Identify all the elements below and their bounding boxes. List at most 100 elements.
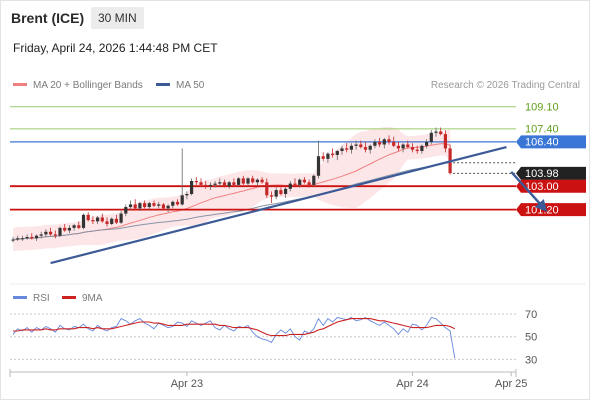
candle-body (392, 141, 396, 146)
credit-label: Research © 2026 Trading Central (430, 80, 580, 91)
candle (25, 234, 29, 240)
candle-body (410, 147, 415, 150)
candle (152, 200, 156, 208)
candle (396, 141, 400, 152)
candle-body (180, 195, 184, 205)
candle-body (321, 156, 325, 159)
candle-body (25, 237, 29, 239)
candle (448, 144, 452, 175)
candle-body (147, 203, 151, 208)
candle (105, 217, 109, 227)
candle (251, 175, 255, 184)
candle (410, 143, 415, 153)
candle-body (138, 203, 142, 209)
rsi-ma-line (13, 318, 456, 337)
legend-rsi-label: RSI (33, 293, 50, 304)
candle-body (345, 148, 349, 150)
candle-body (143, 203, 147, 208)
level-label-106-40: 106.40 (525, 137, 559, 149)
candle (114, 214, 118, 224)
candle (293, 178, 297, 187)
candle (30, 233, 34, 240)
legend-ma20: MA 20 + Bollinger Bands (13, 80, 143, 91)
candle (288, 180, 292, 192)
x-tick-label: Apr 25 (495, 378, 527, 390)
candle (128, 200, 133, 210)
legend-ma9-label: 9MA (82, 293, 103, 304)
candle (279, 187, 283, 196)
ma50-line (12, 162, 451, 241)
candle (143, 200, 147, 209)
candle (119, 210, 123, 224)
candle (110, 217, 114, 226)
candle (349, 143, 353, 154)
candle-body (363, 147, 368, 150)
candle (124, 204, 128, 217)
candle-body (265, 182, 269, 196)
candle (326, 152, 330, 163)
legend-rsi: RSI (13, 293, 50, 304)
candle-body (284, 188, 288, 195)
candle (415, 145, 419, 154)
candle (443, 130, 447, 153)
candle (77, 221, 81, 230)
candle (185, 191, 189, 200)
candle-body (298, 179, 302, 185)
candle (298, 178, 302, 188)
candle (20, 235, 24, 241)
candle (213, 180, 217, 188)
ma50-swatch (156, 82, 170, 86)
candle-body (204, 184, 208, 187)
candle-body (119, 213, 123, 223)
candle-body (331, 153, 335, 155)
candle-body (387, 139, 391, 142)
candle (406, 140, 410, 149)
candle (331, 148, 335, 158)
candle (316, 140, 321, 179)
candle-body (30, 237, 34, 239)
candle (363, 141, 368, 153)
candle-body (316, 156, 321, 176)
level-tag-101-20 (516, 203, 586, 217)
candle (138, 201, 142, 211)
candle (359, 140, 363, 149)
candle-body (171, 201, 175, 206)
candle (387, 135, 391, 145)
candle-body (415, 149, 419, 152)
instrument-title: Brent (ICE) (11, 10, 85, 26)
candle-body (406, 144, 410, 148)
candle-body (72, 225, 76, 228)
candle-body (288, 183, 292, 189)
candle-body (335, 151, 339, 155)
level-label-103-98: 103.98 (525, 168, 559, 180)
candle-body (100, 217, 104, 222)
candle (100, 213, 104, 223)
candle-body (77, 225, 81, 228)
candle-body (237, 178, 241, 185)
candle-body (434, 131, 438, 133)
candle (255, 178, 259, 187)
candle-body (420, 145, 424, 152)
candle (218, 178, 222, 187)
candle-body (443, 134, 447, 149)
legend-ma20-label: MA 20 + Bollinger Bands (33, 80, 143, 91)
candle (429, 130, 433, 145)
level-label-103-00: 103.00 (525, 181, 559, 193)
candle-body (227, 182, 231, 187)
candle-body (302, 179, 306, 183)
trendline (50, 146, 507, 265)
candle-body (161, 204, 165, 209)
ma9-swatch (62, 295, 76, 299)
candle-body (86, 214, 90, 221)
timeframe-badge[interactable]: 30 MIN (91, 7, 144, 29)
candle (354, 140, 358, 150)
candle-body (359, 144, 363, 148)
candle (49, 227, 53, 236)
candle (312, 174, 316, 187)
candle-body (307, 182, 311, 185)
candles (11, 127, 452, 243)
rsi-line (12, 316, 456, 359)
candle-body (49, 231, 53, 235)
candle-body (16, 238, 20, 240)
